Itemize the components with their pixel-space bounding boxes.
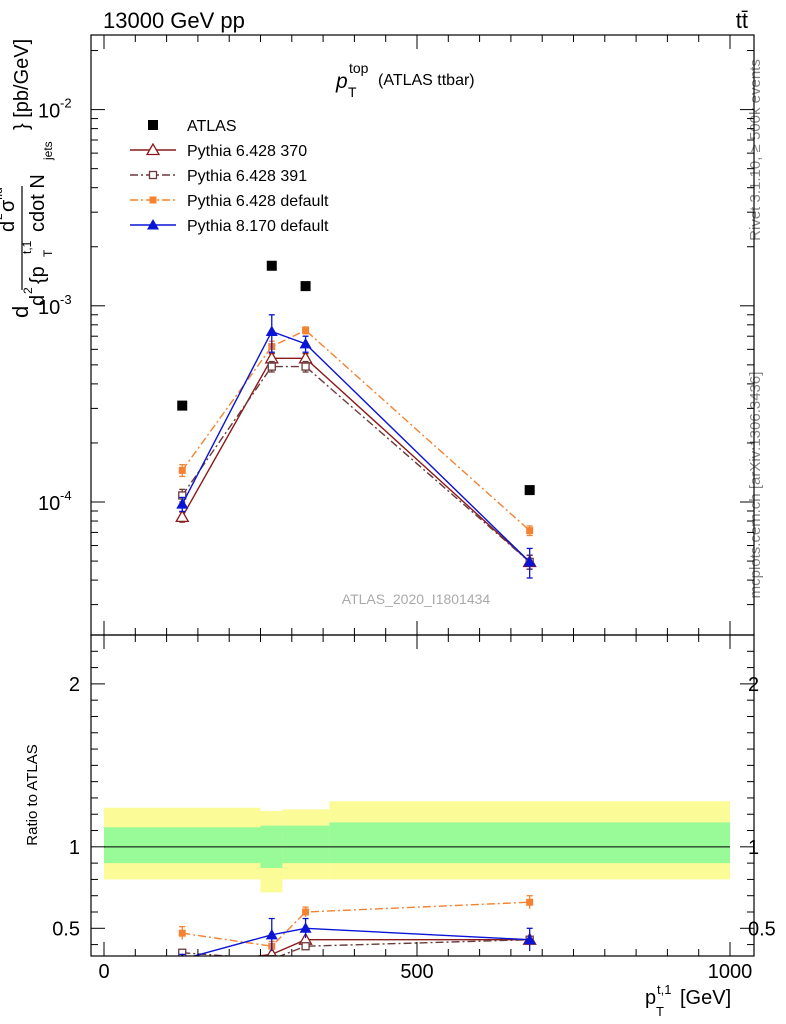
atlas-data-point <box>266 260 277 271</box>
x-tick-label: 500 <box>400 961 433 983</box>
x-label-subscript: T <box>656 1004 664 1019</box>
p8def-ratio-point <box>523 933 536 945</box>
main-panel: 10-410-310-2 <box>38 34 755 636</box>
x-tick-label: 1000 <box>708 961 753 983</box>
main-title-suffix: (ATLAS ttbar) <box>378 72 475 89</box>
ratio-panel-frame <box>90 634 755 957</box>
y-label-njets-sub: jets <box>41 141 55 161</box>
x-tick-label: 0 <box>98 961 109 983</box>
p370-ratio-point <box>176 960 188 971</box>
process-label: tt̄ <box>736 8 748 33</box>
y-axis-label: d d 2 σ fid d 2 {p t,1 T cdot N jets } [… <box>0 39 55 318</box>
p391-ratio-point <box>267 955 276 956</box>
p8def-main-point <box>299 337 312 349</box>
p8def-ratio-point <box>180 953 184 956</box>
p6def-ratio-point <box>526 898 534 906</box>
legend-p370-marker <box>145 142 161 156</box>
y-label-d: d <box>8 306 33 318</box>
ratio-axis-label: Ratio to ATLAS <box>24 744 41 845</box>
ratio-y-tick-label-right: 0.5 <box>748 918 776 940</box>
y-label-cdot: cdot N <box>27 174 49 232</box>
legend-p370-label: Pythia 6.428 370 <box>187 143 307 160</box>
y-label-denominator: d <box>27 295 49 306</box>
x-axis-label: p t,1 T [GeV] <box>645 982 731 1019</box>
p391-ratio-point <box>301 942 310 951</box>
p8def-ratio-line <box>191 927 530 956</box>
y-label-sigma-sup: fid <box>0 187 5 200</box>
ratio-uncertainty-band-inner <box>104 827 261 864</box>
p8def-ratio-point <box>299 922 312 933</box>
p370-ratio-line <box>253 939 530 956</box>
p391-main-point <box>301 362 310 371</box>
p370-main-line <box>181 357 531 563</box>
p8def-main-point <box>176 498 189 509</box>
y-label-numerator-sup: 2 <box>0 213 5 220</box>
main-y-tick-label: 10 <box>38 297 60 319</box>
legend-atlas-label: ATLAS <box>187 118 237 135</box>
atlas-data-point <box>524 485 535 496</box>
y-label-pt-sub: T <box>41 249 55 257</box>
analysis-watermark: ATLAS_2020_I1801434 <box>342 591 491 607</box>
legend-p8def-label: Pythia 8.170 default <box>187 218 329 235</box>
main-y-tick-exponent: -2 <box>60 96 72 111</box>
p6def-main-point <box>526 527 534 535</box>
legend-p391-label: Pythia 6.428 391 <box>187 168 307 185</box>
p6def-ratio-point <box>302 908 310 916</box>
p8def-main-point <box>523 555 536 567</box>
p6def-main-point <box>178 466 186 474</box>
collision-energy-label: 13000 GeV pp <box>103 8 245 33</box>
y-label-denominator-sup: 2 <box>21 287 35 294</box>
atlas-data-point <box>177 400 188 411</box>
y-label-denominator-text: {p <box>27 266 49 284</box>
main-title-subscript: T <box>348 84 357 100</box>
ratio-panel: 0.5 0.51 12 20 500 1000 <box>52 634 776 983</box>
x-label-unit: [GeV] <box>680 987 731 1009</box>
main-y-tick-exponent: -3 <box>60 292 72 307</box>
p8def-ratio-point <box>265 928 278 940</box>
rivet-version-label: Rivet 3.1.10, ≥ 500k events <box>747 59 764 241</box>
legend-p8def-marker <box>147 219 159 230</box>
y-label-unit: } [pb/GeV] <box>11 39 33 130</box>
legend-p6def-marker <box>149 196 157 204</box>
legend: ATLAS Pythia 6.428 370 Pythia 6.428 391 Pyt… <box>130 118 329 235</box>
ratio-uncertainty-band-inner <box>329 822 730 864</box>
p391-ratio-point <box>178 948 187 956</box>
y-label-sigma: σ <box>0 199 19 212</box>
atlas-data-point <box>300 281 311 292</box>
y-label-numerator: d <box>0 221 19 232</box>
main-title: p top T (ATLAS ttbar) <box>335 60 475 100</box>
mcplots-source-label: mcplots.cern.ch [arXiv:1306.3436] <box>747 372 764 599</box>
legend-p391-marker <box>148 170 158 180</box>
p6def-main-point <box>302 326 310 334</box>
p370-ratio-point <box>266 947 277 956</box>
legend-p6def-label: Pythia 6.428 default <box>187 193 329 210</box>
p6def-ratio-line <box>182 901 530 947</box>
main-title-superscript: top <box>349 60 369 76</box>
p6def-main-line <box>181 329 531 532</box>
ratio-y-tick-label-left: 0.5 <box>52 918 80 940</box>
p391-main-point <box>267 362 276 371</box>
y-label-pt-sup: t,1 <box>20 240 34 254</box>
x-label-superscript: t,1 <box>657 982 671 997</box>
main-y-tick-label: 10 <box>38 101 60 123</box>
ratio-uncertainty-band-inner <box>282 825 330 864</box>
x-label-symbol: p <box>645 987 656 1009</box>
main-title-symbol: p <box>335 70 348 93</box>
p391-main-line <box>181 365 531 563</box>
main-y-tick-exponent: -4 <box>60 488 72 503</box>
ratio-y-tick-label-left: 2 <box>69 674 80 696</box>
p8def-main-line <box>181 330 531 563</box>
p6def-ratio-point <box>178 929 186 937</box>
p8def-main-point <box>265 325 278 336</box>
p391-ratio-line <box>182 939 530 956</box>
ratio-y-tick-label-left: 1 <box>69 837 80 859</box>
main-y-tick-label: 10 <box>38 493 60 515</box>
legend-atlas-marker <box>148 120 158 130</box>
p370-main-point <box>175 509 190 523</box>
